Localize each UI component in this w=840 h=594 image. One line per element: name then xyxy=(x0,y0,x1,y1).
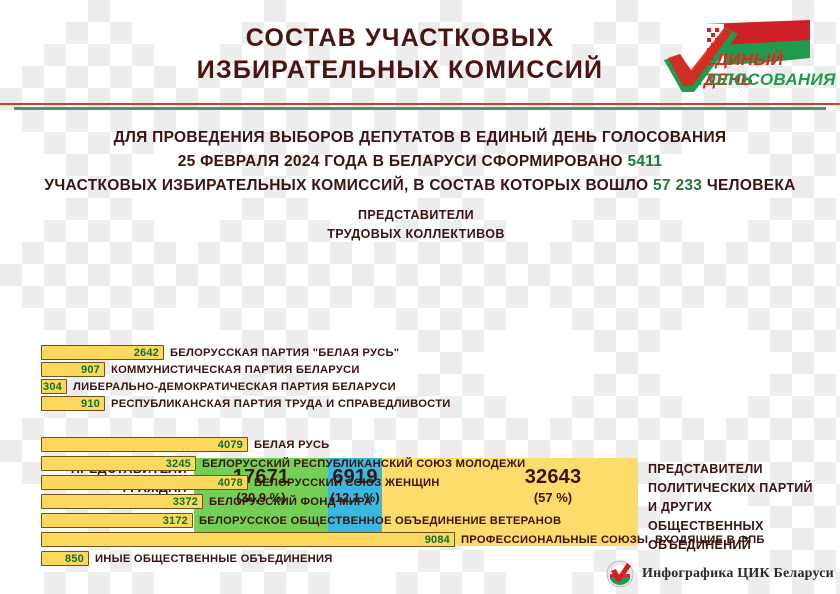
minibar-org-0-value: 4079 xyxy=(217,438,243,451)
minibar-org-1-value: 3245 xyxy=(165,457,191,470)
minibar-party-3: 910 xyxy=(41,396,105,411)
parties-label-line-2: ПОЛИТИЧЕСКИХ ПАРТИЙ xyxy=(648,481,813,495)
list-item-org-3[interactable]: 3372 БЕЛОРУССКИЙ ФОНД МИРА xyxy=(41,494,372,509)
minibar-other-0: 850 xyxy=(41,551,89,566)
page-title: СОСТАВ УЧАСТКОВЫХ ИЗБИРАТЕЛЬНЫХ КОМИССИЙ xyxy=(150,22,650,86)
minibar-party-2-value: 304 xyxy=(43,380,62,393)
subtitle-line-3: УЧАСТКОВЫХ ИЗБИРАТЕЛЬНЫХ КОМИССИЙ, В СОС… xyxy=(0,174,840,198)
segment-parties-percent: (57 %) xyxy=(533,490,573,505)
minibar-org-2-value: 4078 xyxy=(217,476,243,489)
minibar-org-4-label: БЕЛОРУССКОЕ ОБЩЕСТВЕННОЕ ОБЪЕДИНЕНИЕ ВЕТ… xyxy=(199,514,562,527)
minibar-party-1-value: 907 xyxy=(81,363,100,376)
minibar-party-2-label: ЛИБЕРАЛЬНО-ДЕМОКРАТИЧЕСКАЯ ПАРТИЯ БЕЛАРУ… xyxy=(73,380,396,393)
list-item-party-2[interactable]: 304 ЛИБЕРАЛЬНО-ДЕМОКРАТИЧЕСКАЯ ПАРТИЯ БЕ… xyxy=(41,379,396,394)
minibar-org-1-label: БЕЛОРУССКИЙ РЕСПУБЛИКАНСКИЙ СОЮЗ МОЛОДЕЖ… xyxy=(202,457,526,470)
minibar-party-0-label: БЕЛОРУССКАЯ ПАРТИЯ "БЕЛАЯ РУСЬ" xyxy=(170,346,400,359)
minibar-party-2: 304 xyxy=(41,379,67,394)
list-item-party-1[interactable]: 907 КОММУНИСТИЧЕСКАЯ ПАРТИЯ БЕЛАРУСИ xyxy=(41,362,360,377)
minibar-party-3-value: 910 xyxy=(81,397,100,410)
subtitle-line-1: ДЛЯ ПРОВЕДЕНИЯ ВЫБОРОВ ДЕПУТАТОВ В ЕДИНЫ… xyxy=(113,129,727,146)
logo-line-2: ГОЛОСОВАНИЯ xyxy=(698,70,836,89)
minibar-party-1: 907 xyxy=(41,362,105,377)
labour-collectives-label-line-1: ПРЕДСТАВИТЕЛИ xyxy=(357,208,475,222)
minibar-party-0: 2642 xyxy=(41,345,164,360)
minibar-org-4-value: 3172 xyxy=(162,514,188,527)
cik-belarus-logo xyxy=(606,560,634,588)
list-item-party-3[interactable]: 910 РЕСПУБЛИКАНСКАЯ ПАРТИЯ ТРУДА И СПРАВ… xyxy=(41,396,451,411)
minibar-org-3: 3372 xyxy=(41,494,203,509)
members-count: 57 233 xyxy=(653,177,703,194)
list-item-other-0[interactable]: 850 ИНЫЕ ОБЩЕСТВЕННЫЕ ОБЪЕДИНЕНИЯ xyxy=(41,551,333,566)
minibar-org-1: 3245 xyxy=(41,456,196,471)
list-item-org-0[interactable]: 4079 БЕЛАЯ РУСЬ xyxy=(41,437,329,452)
minibar-org-2: 4078 xyxy=(41,475,248,490)
minibar-party-3-label: РЕСПУБЛИКАНСКАЯ ПАРТИЯ ТРУДА И СПРАВЕДЛИ… xyxy=(111,397,451,410)
subtitle-line-3-suffix: ЧЕЛОВЕКА xyxy=(706,177,796,194)
list-item-org-4[interactable]: 3172 БЕЛОРУССКОЕ ОБЩЕСТВЕННОЕ ОБЪЕДИНЕНИ… xyxy=(41,513,561,528)
subtitle: ДЛЯ ПРОВЕДЕНИЯ ВЫБОРОВ ДЕПУТАТОВ В ЕДИНЫ… xyxy=(0,126,840,198)
list-item-org-5[interactable]: 9084 ПРОФЕССИОНАЛЬНЫЕ СОЮЗЫ, ВХОДЯЩИЕ В … xyxy=(41,532,765,547)
divider-green xyxy=(14,107,826,110)
list-item-org-1[interactable]: 3245 БЕЛОРУССКИЙ РЕСПУБЛИКАНСКИЙ СОЮЗ МО… xyxy=(41,456,525,471)
footer: Инфографика ЦИК Беларуси xyxy=(606,560,834,588)
edinyi-den-golosovaniya-logo: ЕДИНЫЙ ДЕНЬ ГОЛОСОВАНИЯ xyxy=(660,14,835,100)
commissions-count: 5411 xyxy=(627,153,663,170)
minibar-org-2-label: БЕЛОРУССКИЙ СОЮЗ ЖЕНЩИН xyxy=(254,476,440,489)
list-item-party-0[interactable]: 2642 БЕЛОРУССКАЯ ПАРТИЯ "БЕЛАЯ РУСЬ" xyxy=(41,345,399,360)
minibar-org-0: 4079 xyxy=(41,437,248,452)
minibar-org-5: 9084 xyxy=(41,532,455,547)
header: СОСТАВ УЧАСТКОВЫХ ИЗБИРАТЕЛЬНЫХ КОМИССИЙ xyxy=(0,0,840,110)
composition-chart: ПРЕДСТАВИТЕЛИ ТРУДОВЫХ КОЛЛЕКТИВОВ ПРЕДС… xyxy=(0,206,840,552)
subtitle-line-3-text: УЧАСТКОВЫХ ИЗБИРАТЕЛЬНЫХ КОМИССИЙ, В СОС… xyxy=(44,177,649,194)
minibar-org-3-value: 3372 xyxy=(172,495,198,508)
minibar-other-0-value: 850 xyxy=(65,552,84,565)
list-item-org-2[interactable]: 4078 БЕЛОРУССКИЙ СОЮЗ ЖЕНЩИН xyxy=(41,475,440,490)
minibar-org-5-value: 9084 xyxy=(424,533,450,546)
minibar-party-1-label: КОММУНИСТИЧЕСКАЯ ПАРТИЯ БЕЛАРУСИ xyxy=(111,363,360,376)
minibar-org-3-label: БЕЛОРУССКИЙ ФОНД МИРА xyxy=(209,495,373,508)
minibar-org-4: 3172 xyxy=(41,513,193,528)
parties-label-line-5: ОБЪЕДИНЕНИЙ xyxy=(648,538,751,552)
footer-caption: Инфографика ЦИК Беларуси xyxy=(642,566,834,581)
page-title-line-1: СОСТАВ УЧАСТКОВЫХ xyxy=(245,24,555,52)
subtitle-line-2: 25 ФЕВРАЛЯ 2024 ГОДА В БЕЛАРУСИ СФОРМИРО… xyxy=(0,150,840,174)
minibar-org-0-label: БЕЛАЯ РУСЬ xyxy=(254,438,330,451)
labour-collectives-label: ПРЕДСТАВИТЕЛИ ТРУДОВЫХ КОЛЛЕКТИВОВ xyxy=(194,206,638,244)
subtitle-line-2-text: 25 ФЕВРАЛЯ 2024 ГОДА В БЕЛАРУСИ СФОРМИРО… xyxy=(177,153,623,170)
minibar-party-0-value: 2642 xyxy=(133,346,159,359)
segment-labour-percent: (12,1 %) xyxy=(330,490,380,505)
minibar-other-0-label: ИНЫЕ ОБЩЕСТВЕННЫЕ ОБЪЕДИНЕНИЯ xyxy=(95,552,333,565)
parties-label-line-3: И ДРУГИХ xyxy=(648,500,713,514)
minibar-org-5-label: ПРОФЕССИОНАЛЬНЫЕ СОЮЗЫ, ВХОДЯЩИЕ В ФПБ xyxy=(461,533,765,546)
page-title-line-2: ИЗБИРАТЕЛЬНЫХ КОМИССИЙ xyxy=(196,56,604,84)
divider-red xyxy=(0,103,840,105)
parties-organizations-label: ПРЕДСТАВИТЕЛИ ПОЛИТИЧЕСКИХ ПАРТИЙ И ДРУГ… xyxy=(648,460,838,555)
labour-collectives-label-line-2: ТРУДОВЫХ КОЛЛЕКТИВОВ xyxy=(327,227,505,241)
parties-label-line-1: ПРЕДСТАВИТЕЛИ xyxy=(648,462,763,476)
parties-label-line-4: ОБЩЕСТВЕННЫХ xyxy=(648,519,764,533)
